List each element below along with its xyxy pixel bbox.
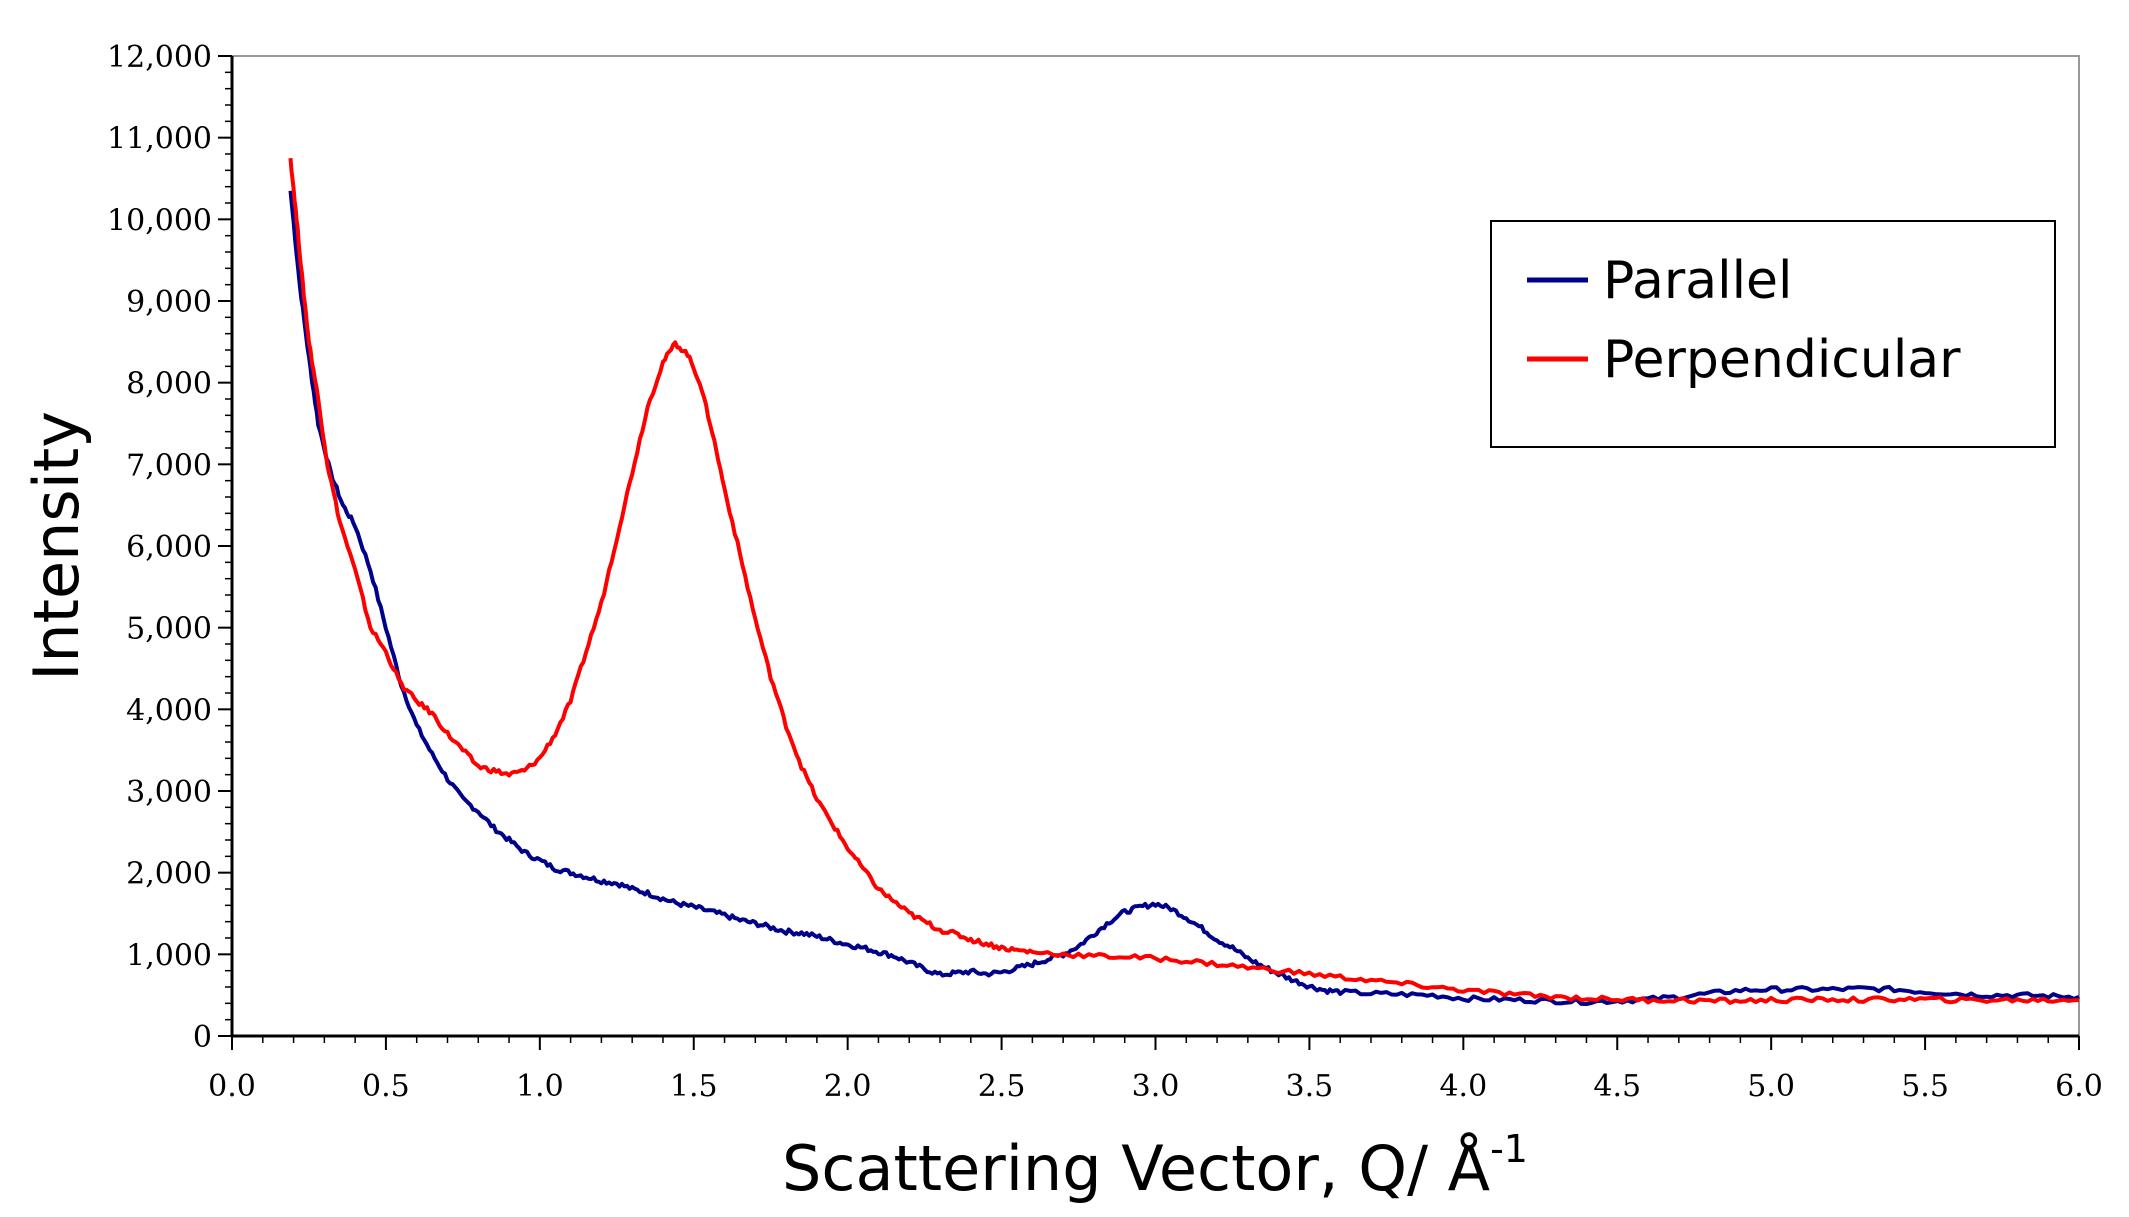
y-tick-label: 7,000 <box>126 448 212 483</box>
y-tick-label: 11,000 <box>107 122 212 157</box>
legend-label-parallel: Parallel <box>1603 251 1792 311</box>
y-tick-label: 10,000 <box>107 203 212 238</box>
x-axis-title: Scattering Vector, Q/ Å-1 <box>782 1127 1528 1205</box>
x-tick-label: 6.0 <box>2055 1069 2103 1104</box>
y-tick-label: 4,000 <box>126 693 212 728</box>
x-axis-title-superscript: -1 <box>1490 1127 1528 1171</box>
y-tick-label: 9,000 <box>126 285 212 320</box>
y-tick-label: 6,000 <box>126 530 212 565</box>
x-axis-title-main: Scattering Vector, Q/ Å <box>782 1132 1490 1205</box>
legend-box <box>1490 220 2056 448</box>
x-tick-label: 2.0 <box>824 1069 872 1104</box>
x-tick-label: 4.5 <box>1593 1069 1641 1104</box>
x-tick-label: 1.0 <box>516 1069 564 1104</box>
x-tick-label: 3.5 <box>1286 1069 1334 1104</box>
x-tick-label: 1.5 <box>670 1069 718 1104</box>
y-tick-label: 3,000 <box>126 775 212 810</box>
y-tick-label: 0 <box>193 1020 212 1055</box>
y-tick-label: 12,000 <box>107 40 212 75</box>
y-tick-label: 8,000 <box>126 367 212 402</box>
x-tick-label: 2.5 <box>978 1069 1026 1104</box>
x-tick-label: 5.5 <box>1901 1069 1949 1104</box>
series-line-perpendicular <box>288 157 2080 1005</box>
x-tick-label: 4.0 <box>1439 1069 1487 1104</box>
y-tick-label: 1,000 <box>126 938 212 973</box>
legend: Parallel Perpendicular <box>1490 220 2056 448</box>
x-tick-label: 5.0 <box>1747 1069 1795 1104</box>
x-tick-label: 0.5 <box>362 1069 410 1104</box>
y-tick-label: 2,000 <box>126 857 212 892</box>
x-tick-label: 3.0 <box>1132 1069 1180 1104</box>
plot-frame <box>231 55 2080 1037</box>
x-tick-label: 0.0 <box>208 1069 256 1104</box>
y-tick-label: 5,000 <box>126 612 212 647</box>
y-axis-title: Intensity <box>20 411 93 681</box>
legend-label-perpendicular: Perpendicular <box>1603 330 1961 390</box>
